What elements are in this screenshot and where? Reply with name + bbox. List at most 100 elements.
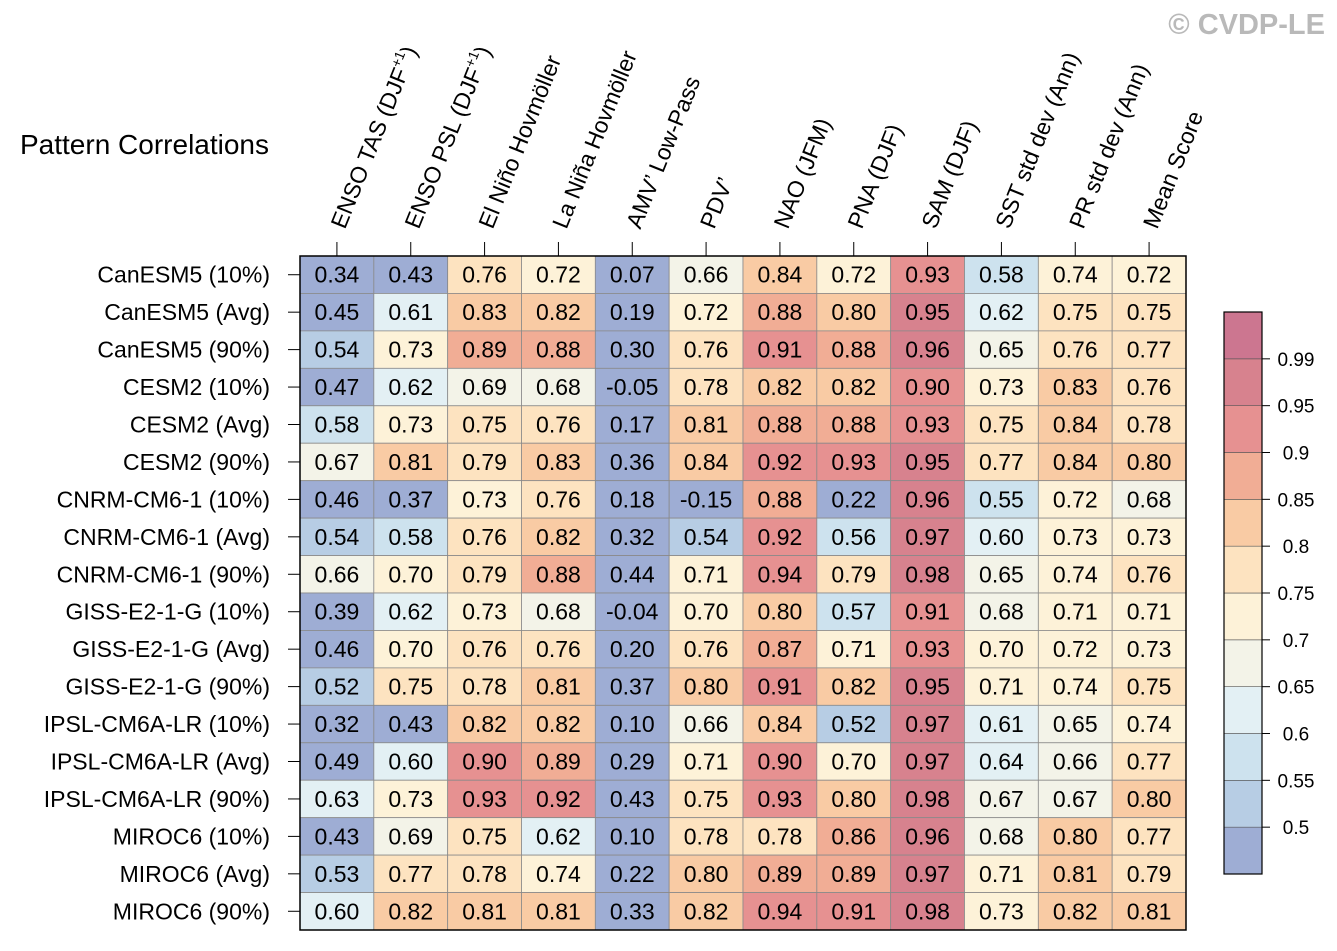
cell-value-label: 0.72 bbox=[536, 262, 581, 288]
heatmap-cell bbox=[521, 667, 596, 706]
heatmap-cell bbox=[1037, 517, 1113, 556]
heatmap-cell bbox=[373, 330, 449, 369]
heatmap-cell bbox=[668, 854, 744, 893]
cell-value-label: 0.66 bbox=[684, 262, 729, 288]
cell-value-label: 0.89 bbox=[462, 337, 507, 363]
cell-value-label: 0.72 bbox=[1053, 486, 1098, 512]
heatmap-cell bbox=[742, 555, 818, 594]
cell-value-label: 0.73 bbox=[979, 374, 1024, 400]
cell-value-label: 0.36 bbox=[610, 449, 655, 475]
cell-value-label: 0.71 bbox=[1127, 599, 1172, 625]
cell-value-label: 0.86 bbox=[831, 823, 876, 849]
heatmap-cell bbox=[742, 779, 818, 819]
cell-value-label: 0.69 bbox=[388, 823, 433, 849]
heatmap-cell bbox=[1111, 892, 1187, 931]
cell-value-label: -0.04 bbox=[606, 599, 659, 625]
cell-value-label: 0.68 bbox=[1127, 486, 1172, 512]
heatmap-cell bbox=[521, 405, 596, 444]
cell-value-label: 0.80 bbox=[1053, 823, 1098, 849]
heatmap-cell bbox=[373, 854, 449, 893]
colorbar-swatch bbox=[1223, 452, 1263, 500]
heatmap-cell bbox=[594, 442, 670, 482]
heatmap-cell bbox=[890, 892, 965, 931]
row-label: CESM2 (10%) bbox=[123, 374, 270, 400]
row-label: IPSL-CM6A-LR (90%) bbox=[44, 786, 270, 812]
cell-value-label: 0.94 bbox=[758, 898, 803, 924]
cell-value-label: 0.82 bbox=[831, 374, 876, 400]
column-label: El Niño Hovmöller bbox=[473, 51, 566, 232]
colorbar-swatch bbox=[1223, 780, 1263, 828]
colorbar-swatch bbox=[1223, 686, 1263, 734]
column-label: Mean Score bbox=[1138, 107, 1209, 232]
column-label: AMV’ Low-Pass bbox=[621, 72, 706, 231]
cell-value-label: 0.93 bbox=[905, 262, 950, 288]
heatmap-cell bbox=[373, 892, 449, 931]
heatmap-cell bbox=[742, 293, 818, 332]
colorbar-tick-label: 0.55 bbox=[1278, 771, 1315, 792]
heatmap-cell bbox=[447, 779, 522, 819]
heatmap-cell bbox=[594, 517, 670, 556]
cell-value-label: 0.54 bbox=[315, 524, 360, 550]
heatmap-cell bbox=[521, 517, 596, 556]
cell-value-label: 0.65 bbox=[979, 337, 1024, 363]
cell-value-label: 0.95 bbox=[905, 674, 950, 700]
cell-value-label: 0.84 bbox=[758, 711, 803, 737]
cell-value-label: 0.82 bbox=[758, 374, 803, 400]
heatmap-cell bbox=[964, 854, 1039, 893]
heatmap-cell bbox=[447, 630, 522, 669]
colorbar-tick-label: 0.85 bbox=[1278, 490, 1315, 511]
cell-value-label: 0.90 bbox=[905, 374, 950, 400]
cell-value-label: 0.73 bbox=[1127, 524, 1172, 550]
cell-value-label: 0.77 bbox=[979, 449, 1024, 475]
heatmap-cell bbox=[594, 667, 670, 706]
cell-value-label: 0.92 bbox=[758, 449, 803, 475]
cell-value-label: 0.43 bbox=[388, 262, 433, 288]
colorbar: 0.5 0.55 0.6 0.65 0.7 0.75 0.8 0.85 0.9 0.95 0.99 bbox=[1223, 311, 1315, 875]
heatmap-cell bbox=[1037, 854, 1113, 893]
cell-value-label: 0.68 bbox=[536, 599, 581, 625]
cell-value-label: 0.79 bbox=[462, 561, 507, 587]
cell-value-label: 0.66 bbox=[684, 711, 729, 737]
cell-value-label: 0.72 bbox=[684, 299, 729, 325]
heatmap-cell bbox=[373, 779, 449, 819]
heatmap-cell bbox=[1037, 367, 1113, 407]
heatmap-cell bbox=[447, 592, 522, 631]
column-label: NAO (JFM) bbox=[768, 114, 836, 232]
cell-value-label: 0.67 bbox=[315, 449, 360, 475]
cell-value-label: 0.95 bbox=[905, 299, 950, 325]
cell-value-label: 0.91 bbox=[758, 674, 803, 700]
heatmap-cell bbox=[1037, 293, 1113, 332]
cell-value-label: 0.73 bbox=[1053, 524, 1098, 550]
cell-value-label: 0.62 bbox=[388, 599, 433, 625]
cell-value-label: 0.87 bbox=[758, 636, 803, 662]
row-label: MIROC6 (Avg) bbox=[120, 861, 270, 887]
cell-value-label: 0.92 bbox=[758, 524, 803, 550]
cell-value-label: 0.89 bbox=[758, 861, 803, 887]
cell-value-label: 0.78 bbox=[462, 674, 507, 700]
cell-value-label: 0.58 bbox=[315, 412, 360, 438]
cell-value-label: 0.62 bbox=[536, 823, 581, 849]
heatmap-cell bbox=[1037, 592, 1113, 631]
heatmap-cell bbox=[1111, 817, 1187, 856]
cell-value-label: 0.89 bbox=[536, 749, 581, 775]
heatmap-cell bbox=[1111, 555, 1187, 594]
cell-value-label: 0.84 bbox=[684, 449, 729, 475]
heatmap-cell bbox=[373, 517, 449, 556]
heatmap-cell bbox=[1111, 779, 1187, 819]
heatmap-cell bbox=[1111, 704, 1187, 744]
column-label: PDV’ bbox=[695, 174, 739, 232]
cell-value-label: 0.77 bbox=[1127, 337, 1172, 363]
cell-value-label: 0.82 bbox=[462, 711, 507, 737]
cell-value-label: 0.84 bbox=[1053, 412, 1098, 438]
cell-value-label: 0.95 bbox=[905, 449, 950, 475]
heatmap-cell bbox=[890, 704, 965, 744]
row-label: CNRM-CM6-1 (10%) bbox=[57, 486, 270, 512]
row-label: CanESM5 (Avg) bbox=[104, 299, 270, 325]
heatmap-cell bbox=[373, 480, 449, 519]
column-label: PR std dev (Ann) bbox=[1064, 60, 1154, 232]
cell-value-label: 0.58 bbox=[388, 524, 433, 550]
heatmap-cell bbox=[1111, 293, 1187, 332]
heatmap-cell bbox=[594, 293, 670, 332]
heatmap-cell bbox=[299, 293, 375, 332]
cell-value-label: 0.96 bbox=[905, 486, 950, 512]
